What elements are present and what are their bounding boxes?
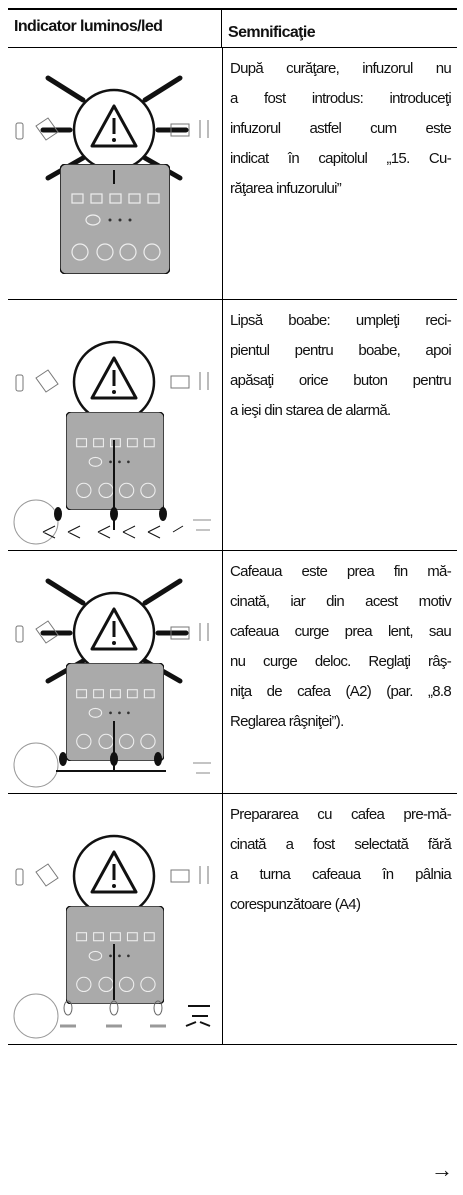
text-line: cafeaua curge prea lent, sau [230, 623, 452, 640]
illustration [13, 578, 211, 788]
illustration-cell [8, 300, 223, 550]
illustration [14, 75, 210, 274]
text-line: cinată, iar din acest motiv [230, 593, 452, 610]
text-line: infuzorul astfel cum este [230, 120, 452, 137]
text-cell: Lipsă boabe: umpleţi reci-pientul pentru… [223, 300, 457, 550]
text-line: pientul pentru boabe, apoi [230, 342, 452, 359]
table-row: Lipsă boabe: umpleţi reci-pientul pentru… [8, 300, 457, 551]
illustration-cell [8, 551, 223, 793]
text-line: Lipsă boabe: umpleţi reci- [230, 312, 452, 329]
illustration [13, 834, 211, 1039]
text-line: a fost introdus: introduceţi [230, 90, 452, 107]
table-row: Cafeaua este prea fin mă-cinată, iar din… [8, 551, 457, 794]
table: Indicator luminos/led Semnificaţie După … [8, 8, 457, 1195]
header-cell: Indicator luminos/led [8, 10, 222, 47]
text-line: nu curge deloc. Reglaţi râş- [230, 653, 452, 670]
illustration-cell [8, 794, 223, 1044]
text-line: indicat în capitolul „15. Cu- [230, 150, 452, 167]
header-cell: Semnificaţie [228, 24, 316, 41]
text-line: corespunzătoare (A4) [230, 896, 361, 913]
text-line: Reglarea râşniţei”). [230, 713, 344, 730]
text-line: cinată a fost selectată fără [230, 836, 452, 853]
text-line: apăsaţi orice buton pentru [230, 372, 452, 389]
text-cell: Cafeaua este prea fin mă-cinată, iar din… [223, 551, 457, 793]
text-line: răţarea infuzorului” [230, 180, 342, 197]
illustration [13, 340, 211, 545]
text-line: Cafeaua este prea fin mă- [230, 563, 452, 580]
text-line: a turna cafeaua în pâlnia [230, 866, 452, 883]
text-line: a ieşi din starea de alarmă. [230, 402, 391, 419]
header-row: Indicator luminos/led Semnificaţie [8, 10, 457, 48]
text-cell: După curăţare, infuzorul nu a fost introd… [223, 48, 457, 299]
table-row: După curăţare, infuzorul nu a fost introd… [8, 48, 457, 300]
next-arrow: → [431, 1157, 453, 1182]
footer: → [8, 1045, 457, 1195]
text-line: niţa de cafea (A2) (par. „8.8 [230, 683, 452, 700]
illustration-cell [8, 48, 223, 299]
text-line: Prepararea cu cafea pre-mă- [230, 806, 452, 823]
text-cell: Prepararea cu cafea pre-mă-cinată a fost… [223, 794, 457, 1044]
table-row: Prepararea cu cafea pre-mă-cinată a fost… [8, 794, 457, 1045]
text-line: După curăţare, infuzorul nu [230, 60, 452, 77]
